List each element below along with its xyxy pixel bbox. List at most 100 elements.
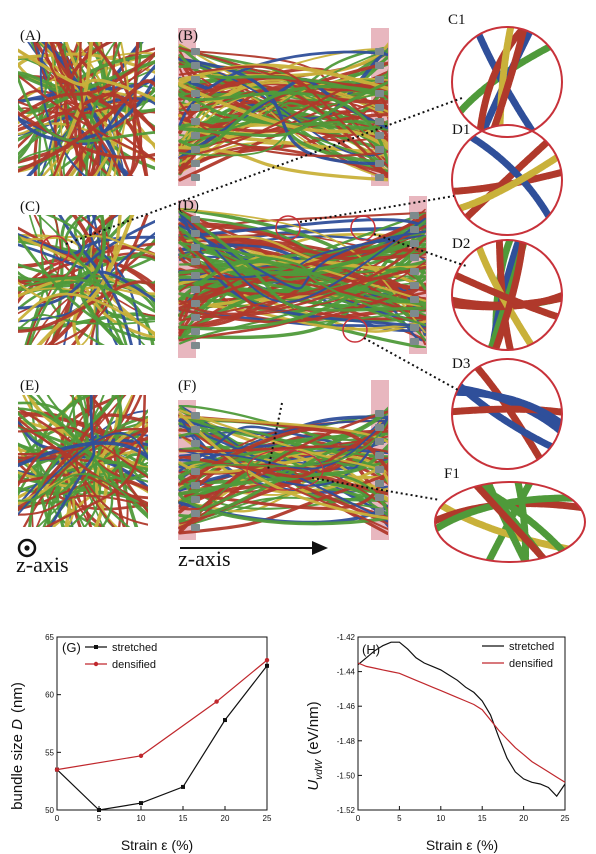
clamp-tooth	[410, 254, 419, 261]
fiber-strand	[50, 215, 118, 345]
y-tick-label: 50	[45, 806, 54, 815]
clamp-tooth	[191, 510, 200, 517]
fiber-strand	[18, 235, 155, 296]
zoom-d1-circle	[451, 124, 563, 236]
fiber-strand	[178, 425, 388, 479]
fiber-strand	[178, 415, 388, 444]
point-stretched	[223, 718, 227, 723]
fiber-strand	[127, 42, 140, 176]
fiber-strand	[90, 42, 143, 176]
clamp-tooth	[410, 296, 419, 303]
zoom-d1-content	[452, 125, 562, 235]
clamp-tooth	[375, 452, 384, 459]
fiber-panel-e	[18, 395, 148, 527]
clamp-tooth	[375, 174, 384, 181]
legend-label-densified: densified	[112, 659, 156, 671]
clamp-tooth	[191, 272, 200, 279]
clamp-tooth	[191, 524, 200, 531]
zoom-label-d3: D3	[452, 356, 471, 372]
fiber-strand	[178, 493, 388, 526]
fiber-strand	[64, 215, 128, 345]
clamp-tooth	[191, 314, 200, 321]
y-tick-label: -1.52	[337, 806, 356, 815]
fiber-strand	[18, 292, 155, 336]
y-tick-label: 65	[45, 633, 54, 642]
marker-c1	[40, 235, 70, 265]
fiber-strand	[178, 259, 426, 307]
fiber-strand	[18, 48, 155, 102]
fiber-strand	[178, 254, 426, 302]
clamp-tooth	[375, 466, 384, 473]
fiber-strand	[80, 215, 126, 345]
clamp-tooth	[375, 132, 384, 139]
fiber-strand	[71, 395, 131, 527]
point-stretched	[265, 663, 269, 668]
fiber-strand	[178, 80, 388, 138]
zoom-label-d2: D2	[452, 236, 471, 252]
chart-g-ylabel: bundle size D(nm)	[9, 682, 26, 810]
clamp-tooth	[375, 118, 384, 125]
z-axis-out-icon	[17, 538, 37, 558]
fiber-strand	[37, 42, 67, 176]
clamp-tooth	[191, 160, 200, 167]
chart-g-xlabel: Strain ε (%)	[121, 837, 193, 853]
zoom-d2-content	[452, 240, 562, 350]
marker-d2	[350, 215, 376, 241]
clamp-tooth	[191, 174, 200, 181]
point-stretched	[97, 808, 101, 812]
panel-label-c: (C)	[20, 199, 40, 215]
zoom-d3-content	[452, 359, 562, 469]
clamp-tooth	[375, 90, 384, 97]
point-densified	[264, 657, 270, 663]
fiber-strand	[18, 426, 148, 479]
clamp-tooth	[375, 104, 384, 111]
fiber-strand	[178, 65, 388, 168]
fiber-strand	[29, 215, 86, 345]
y-tick-label: -1.50	[337, 771, 356, 780]
zoom-f1-ellipse	[434, 481, 586, 563]
panel-label-f: (F)	[178, 378, 197, 394]
fiber-strand	[18, 473, 148, 517]
clamp-tooth	[191, 286, 200, 293]
clamp-tooth	[191, 244, 200, 251]
fiber-strand	[18, 424, 148, 526]
y-tick-label: -1.46	[337, 702, 356, 711]
fiber-strand	[178, 209, 426, 303]
x-tick-label: 10	[137, 814, 146, 823]
clamp-tooth	[375, 480, 384, 487]
clamp-tooth	[191, 90, 200, 97]
zoom-fiber	[452, 405, 562, 419]
fiber-strand	[179, 415, 388, 470]
y-tick-label: -1.42	[337, 633, 356, 642]
clamp-tooth	[191, 300, 200, 307]
x-tick-label: 25	[263, 814, 272, 823]
fiber-strand	[178, 218, 426, 239]
fiber-panel-a	[18, 42, 155, 176]
x-tick-label: 20	[221, 814, 230, 823]
fiber-strand	[48, 395, 96, 527]
fiber-strand	[18, 275, 155, 314]
fiber-strand	[18, 73, 155, 143]
fiber-strand	[18, 110, 155, 160]
fiber-strand	[18, 73, 155, 142]
clamp-tooth	[191, 496, 200, 503]
clamp-tooth	[375, 410, 384, 417]
x-tick-label: 5	[397, 814, 402, 823]
fiber-strand	[18, 432, 148, 508]
fiber-strand	[91, 215, 119, 345]
clamp-tooth	[410, 282, 419, 289]
clamp-tooth	[191, 48, 200, 55]
zoom-label-f1: F1	[444, 466, 460, 482]
clamp-tooth	[410, 324, 419, 331]
fiber-strand	[178, 301, 426, 331]
fiber-panel-c	[18, 215, 155, 345]
clamp-tooth	[375, 508, 384, 515]
fiber-strand	[18, 413, 148, 512]
chart-h-series	[357, 641, 566, 798]
fiber-strand	[18, 51, 155, 119]
point-stretched	[139, 801, 143, 806]
fiber-strand	[18, 89, 155, 163]
x-tick-label: 10	[436, 814, 445, 823]
fiber-strand	[178, 63, 388, 91]
chart-h-vdw-energy: 0 5 10 15 20 25 -1.42 -1.44 -1.46 -1.48 -1.50 -1.52…	[305, 633, 570, 853]
